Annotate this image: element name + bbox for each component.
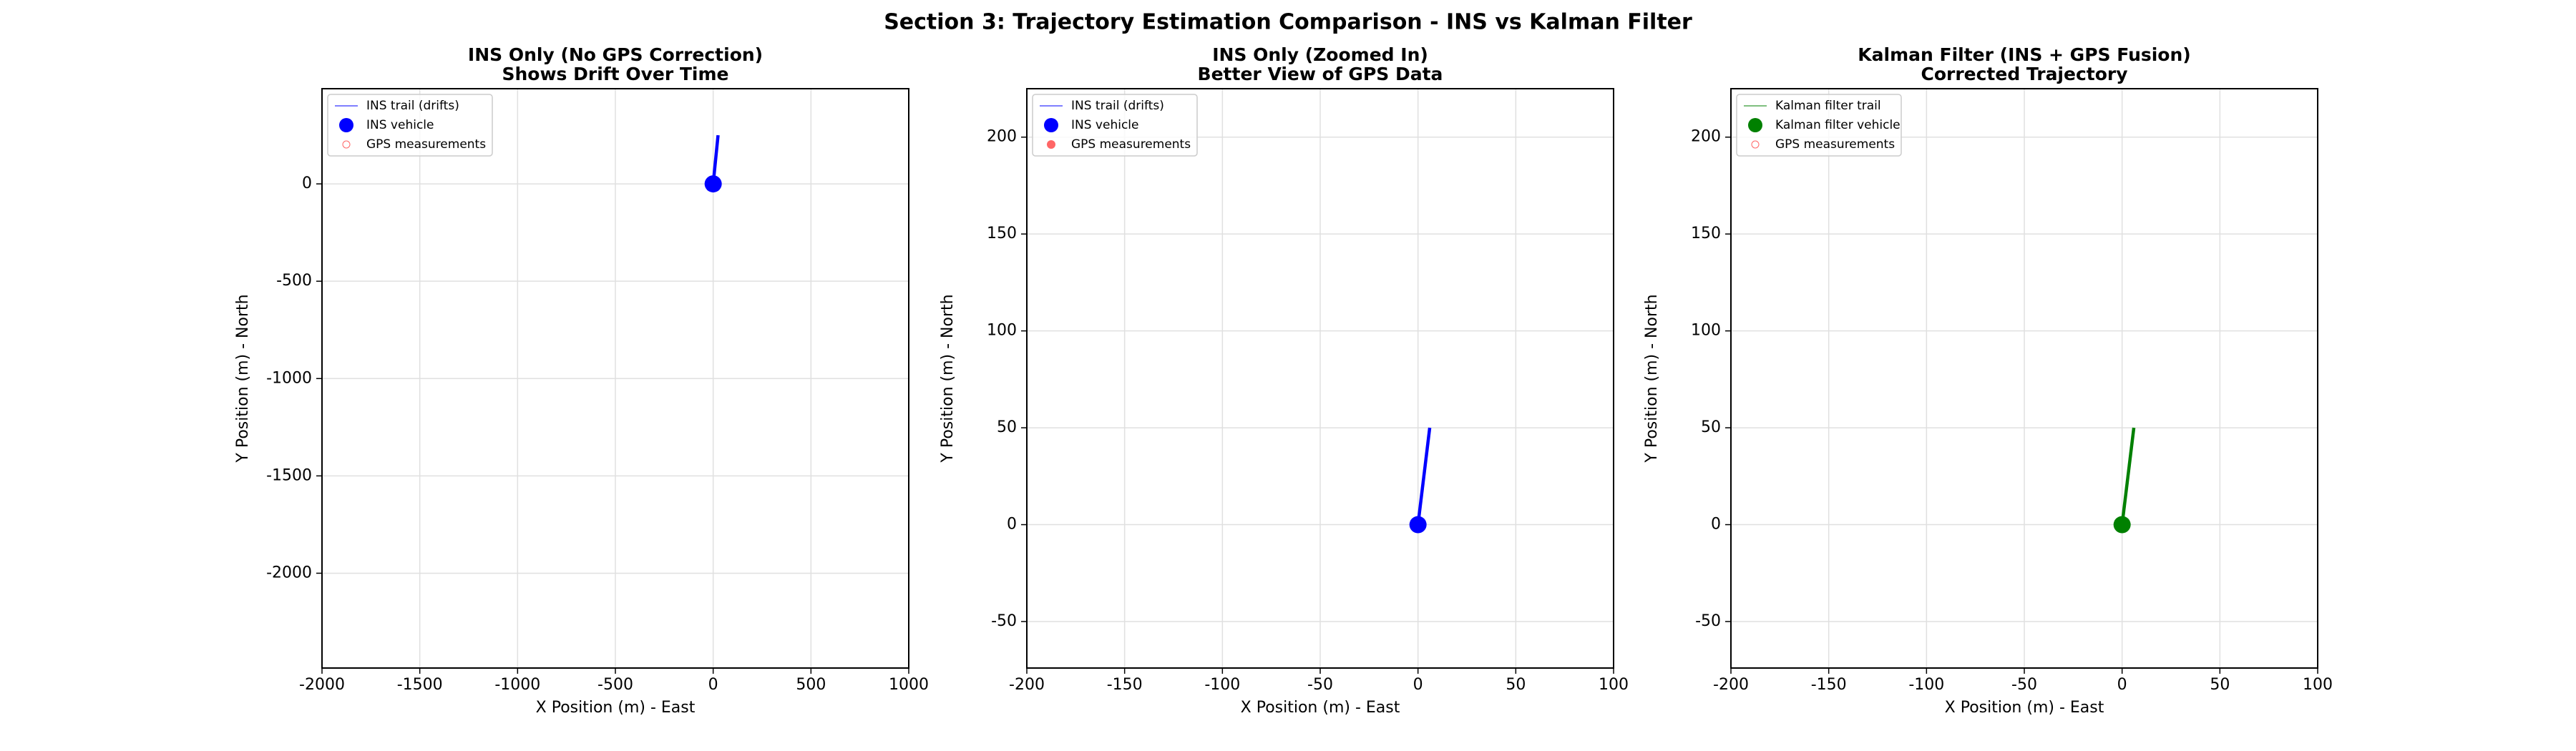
- chart-title: INS Only (Zoomed In): [1212, 44, 1428, 65]
- y-tick-label: -1500: [266, 466, 312, 484]
- data-point: [2113, 516, 2131, 534]
- plot-frame: [1730, 88, 2318, 669]
- y-tick-label: 50: [1701, 418, 1721, 436]
- legend: Kalman filter trail Kalman filter vehicle…: [1736, 94, 1902, 157]
- x-tick-label: 0: [708, 676, 718, 694]
- legend-swatch: [342, 140, 351, 149]
- y-tick-label: -500: [276, 272, 312, 290]
- x-tick-label: -100: [1204, 676, 1240, 694]
- legend-label: GPS measurements: [1071, 137, 1191, 152]
- legend-label: INS vehicle: [366, 118, 434, 132]
- legend-frame: [1032, 94, 1198, 157]
- plot-frame: [321, 88, 909, 669]
- x-tick-label: 100: [1599, 676, 1629, 694]
- x-tick-label: -1000: [494, 676, 540, 694]
- plot-frame: [1026, 88, 1614, 669]
- legend-label: Kalman filter vehicle: [1775, 118, 1901, 132]
- y-tick-label: -1000: [266, 369, 312, 387]
- legend-label: INS trail (drifts): [1071, 99, 1164, 113]
- legend-label: INS vehicle: [1071, 118, 1138, 132]
- x-tick-label: 0: [2117, 676, 2127, 694]
- figure-title: Section 3: Trajectory Estimation Compari…: [884, 10, 1692, 35]
- data-point: [704, 175, 722, 193]
- y-tick-label: 0: [1007, 516, 1017, 534]
- legend-label: GPS measurements: [366, 137, 486, 152]
- trail-line: [2120, 427, 2136, 525]
- chart-title: Kalman Filter (INS + GPS Fusion): [1858, 44, 2190, 65]
- x-tick-label: -150: [1107, 676, 1143, 694]
- x-axis-label: X Position (m) - East: [1945, 699, 2104, 717]
- chart-subtitle: Shows Drift Over Time: [502, 64, 728, 84]
- x-tick-label: 500: [796, 676, 826, 694]
- legend: INS trail (drifts) INS vehicle GPS measure…: [1032, 94, 1198, 157]
- x-tick-label: 100: [2303, 676, 2333, 694]
- legend-label: GPS measurements: [1775, 137, 1895, 152]
- legend-frame: [327, 94, 493, 157]
- y-tick-label: 100: [987, 322, 1017, 340]
- y-tick-label: 200: [1691, 128, 1721, 146]
- x-axis-label: X Position (m) - East: [536, 699, 696, 717]
- y-axis-label: Y Position (m) - North: [234, 294, 252, 463]
- y-tick-label: -50: [1695, 612, 1721, 630]
- chart-subtitle: Corrected Trajectory: [1921, 64, 2127, 84]
- x-tick-label: -50: [2011, 676, 2037, 694]
- y-tick-label: -2000: [266, 564, 312, 581]
- legend-frame: [1736, 94, 1902, 157]
- y-axis-label: Y Position (m) - North: [939, 294, 957, 463]
- y-tick-label: 0: [1711, 516, 1721, 534]
- chart-subtitle: Better View of GPS Data: [1198, 64, 1443, 84]
- data-point: [1409, 516, 1427, 534]
- y-tick-label: 100: [1691, 322, 1721, 340]
- legend-swatch: [1047, 140, 1055, 149]
- x-tick-label: 0: [1413, 676, 1423, 694]
- x-tick-label: 50: [1506, 676, 1526, 694]
- legend-label: INS trail (drifts): [366, 99, 459, 113]
- x-tick-label: -50: [1307, 676, 1333, 694]
- y-axis-label: Y Position (m) - North: [1643, 294, 1661, 463]
- y-tick-label: 200: [987, 128, 1017, 146]
- x-tick-label: -200: [1009, 676, 1045, 694]
- x-tick-label: 50: [2210, 676, 2230, 694]
- trail-line: [1416, 427, 1432, 525]
- y-tick-label: 150: [987, 225, 1017, 242]
- x-tick-label: -100: [1908, 676, 1944, 694]
- chart-title: INS Only (No GPS Correction): [468, 44, 763, 65]
- x-axis-label: X Position (m) - East: [1241, 699, 1400, 717]
- x-tick-label: -2000: [299, 676, 345, 694]
- y-tick-label: 50: [997, 418, 1017, 436]
- x-tick-label: -150: [1811, 676, 1847, 694]
- y-tick-label: -50: [991, 612, 1017, 630]
- legend-swatch: [1044, 118, 1058, 132]
- legend-label: Kalman filter trail: [1775, 99, 1881, 113]
- legend-swatch: [339, 118, 353, 132]
- x-tick-label: -1500: [397, 676, 443, 694]
- x-tick-label: -500: [597, 676, 633, 694]
- x-tick-label: -200: [1713, 676, 1749, 694]
- legend-swatch: [1748, 118, 1762, 132]
- y-tick-label: 150: [1691, 225, 1721, 242]
- legend-swatch: [1751, 140, 1760, 149]
- x-tick-label: 1000: [889, 676, 929, 694]
- legend: INS trail (drifts) INS vehicle GPS measure…: [327, 94, 493, 157]
- y-tick-label: 0: [302, 175, 312, 192]
